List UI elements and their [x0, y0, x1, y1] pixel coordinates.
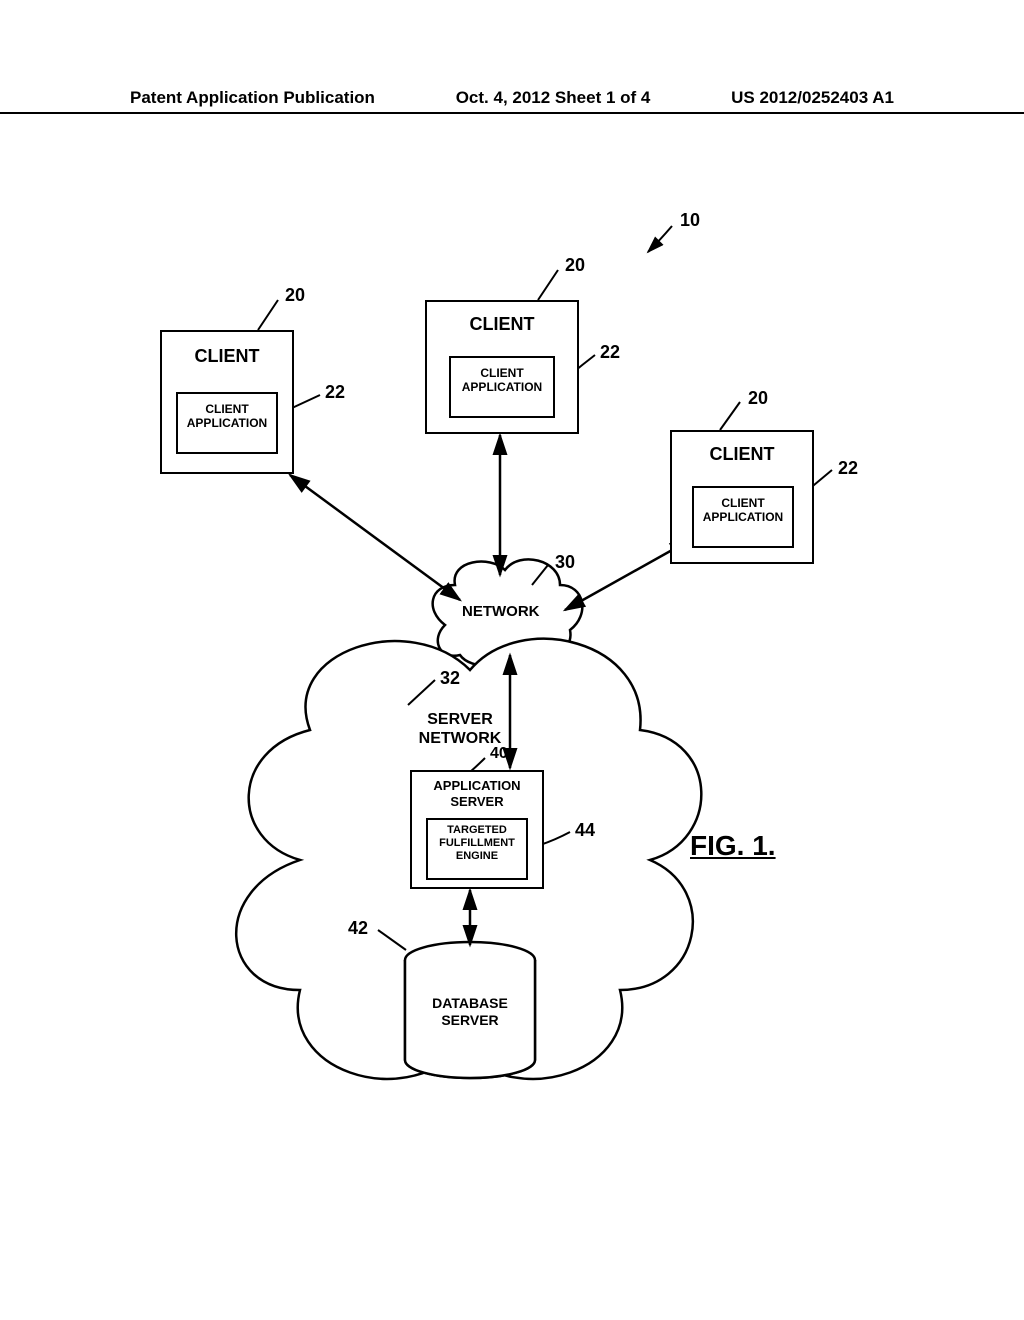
ref-network: 30 [555, 552, 575, 573]
app-server-box: APPLICATION SERVER TARGETED FULFILLMENT … [410, 770, 544, 889]
page-header: Patent Application Publication Oct. 4, 2… [0, 88, 1024, 114]
ref-server-network: 32 [440, 668, 460, 689]
ref-client1-sub: 22 [325, 382, 345, 403]
ref-client3-sub: 22 [838, 458, 858, 479]
figure-label: FIG. 1. [690, 830, 776, 862]
client2-app: CLIENT APPLICATION [449, 356, 555, 418]
ref-engine: 44 [575, 820, 595, 841]
ref-client2-sub: 22 [600, 342, 620, 363]
ref-client2: 20 [565, 255, 585, 276]
client1-title: CLIENT [162, 346, 292, 367]
figure-diagram: 10 CLIENT CLIENT APPLICATION 20 22 CLIEN… [0, 140, 1024, 1240]
header-left: Patent Application Publication [130, 88, 375, 108]
client2-title: CLIENT [427, 314, 577, 335]
engine-box: TARGETED FULFILLMENT ENGINE [426, 818, 528, 880]
db-server-label: DATABASE SERVER [425, 995, 515, 1029]
app-server-title: APPLICATION SERVER [412, 778, 542, 809]
client3-box: CLIENT CLIENT APPLICATION [670, 430, 814, 564]
ref-system: 10 [680, 210, 700, 231]
client3-app: CLIENT APPLICATION [692, 486, 794, 548]
ref-client3: 20 [748, 388, 768, 409]
ref-db: 42 [348, 918, 368, 939]
client2-box: CLIENT CLIENT APPLICATION [425, 300, 579, 434]
client1-app: CLIENT APPLICATION [176, 392, 278, 454]
client3-title: CLIENT [672, 444, 812, 465]
header-center: Oct. 4, 2012 Sheet 1 of 4 [456, 88, 651, 108]
network-label: NETWORK [462, 603, 540, 620]
ref-app-server: 40 [490, 745, 508, 763]
client1-box: CLIENT CLIENT APPLICATION [160, 330, 294, 474]
server-network-label: SERVER NETWORK [400, 710, 520, 748]
ref-client1: 20 [285, 285, 305, 306]
header-right: US 2012/0252403 A1 [731, 88, 894, 108]
